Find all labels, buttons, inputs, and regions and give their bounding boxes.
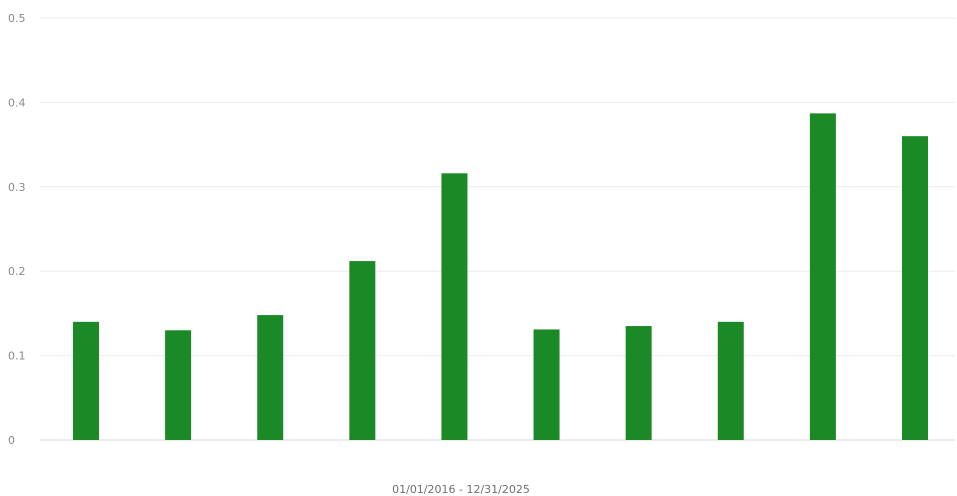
y-tick-label: 0.4 — [8, 96, 26, 109]
bar[interactable] — [73, 321, 99, 440]
y-tick-label: 0.3 — [8, 181, 26, 194]
y-tick-label: 0.1 — [8, 350, 26, 363]
bar[interactable] — [165, 330, 192, 440]
y-tick-label: 0.5 — [8, 12, 26, 25]
x-axis-label: 01/01/2016 - 12/31/2025 — [392, 483, 530, 496]
gridlines — [40, 17, 955, 441]
bar[interactable] — [717, 321, 744, 440]
bar[interactable] — [349, 261, 376, 440]
bar[interactable] — [257, 315, 284, 440]
y-tick-label: 0 — [8, 434, 15, 447]
y-axis-ticks: 0 0.1 0.2 0.3 0.4 0.5 — [8, 12, 26, 447]
bar[interactable] — [441, 173, 468, 440]
bar[interactable] — [625, 326, 652, 440]
bar[interactable] — [533, 329, 560, 440]
bar[interactable] — [902, 136, 928, 440]
y-tick-label: 0.2 — [8, 265, 26, 278]
bar[interactable] — [809, 113, 836, 440]
bars — [73, 113, 928, 440]
